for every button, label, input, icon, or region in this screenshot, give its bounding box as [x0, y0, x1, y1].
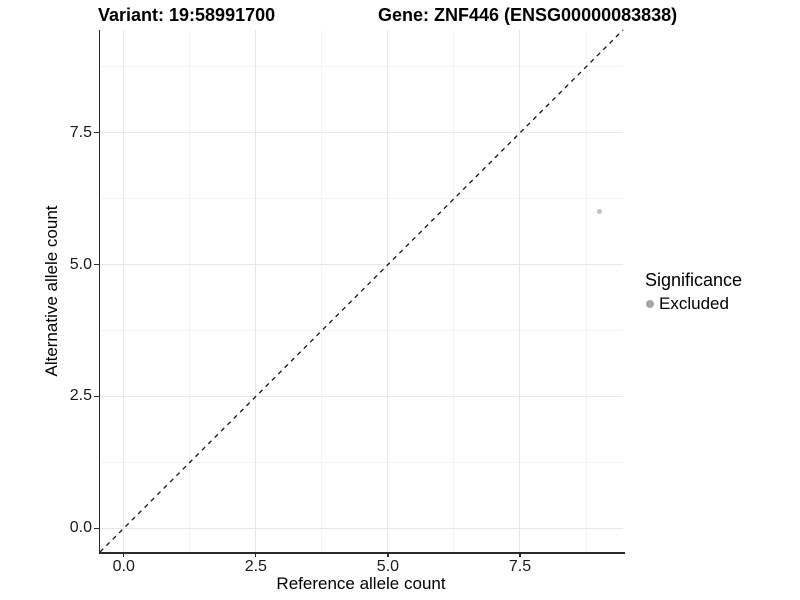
x-tick-label: 0.0 [112, 558, 135, 575]
x-tick-mark [255, 552, 257, 557]
y-tick-label: 2.5 [69, 387, 92, 405]
data-point [596, 209, 602, 215]
gridline-major-horizontal [100, 395, 623, 397]
plot-title: Variant: 19:58991700 Gene: ZNF446 (ENSG0… [0, 5, 800, 29]
y-tick-label: 5.0 [69, 255, 92, 273]
x-axis-line [98, 552, 625, 554]
x-tick-label: 2.5 [244, 558, 267, 575]
gridline-major-vertical [387, 30, 389, 552]
x-tick-label: 7.5 [508, 558, 532, 575]
gridline-minor-vertical [453, 30, 455, 552]
plot-title-gene: Gene: ZNF446 (ENSG00000083838) [378, 5, 678, 25]
gridline-minor-horizontal [100, 66, 623, 68]
legend-item: Excluded [645, 294, 742, 313]
gridline-minor-horizontal [100, 198, 623, 200]
gridline-minor-horizontal [100, 461, 623, 463]
gridline-major-vertical [519, 30, 521, 552]
plot-panel [99, 29, 624, 553]
x-tick-mark [519, 552, 521, 557]
plot-title-variant: Variant: 19:58991700 [98, 5, 276, 25]
x-tick-mark [123, 552, 125, 557]
x-axis-title: Reference allele count [276, 574, 446, 593]
gridline-minor-vertical [189, 30, 191, 552]
y-tick-label: 7.5 [69, 123, 92, 141]
y-tick-mark [94, 527, 99, 529]
x-tick-mark [387, 552, 389, 557]
gridline-major-horizontal [100, 264, 623, 266]
gridline-major-horizontal [100, 527, 623, 529]
y-axis-line [98, 30, 100, 554]
y-tick-mark [94, 264, 99, 266]
gridline-major-vertical [255, 30, 257, 552]
gridline-minor-horizontal [100, 330, 623, 332]
legend-key-dot-icon [646, 299, 654, 308]
identity-dashed-line [99, 29, 624, 553]
y-tick-label: 0.0 [69, 519, 92, 537]
y-tick-mark [94, 395, 99, 398]
legend: Significance Excluded [645, 270, 742, 313]
y-axis-title: Alternative allele count [42, 205, 61, 377]
x-tick-label: 5.0 [376, 558, 400, 575]
legend-title: Significance [645, 270, 743, 290]
gridline-minor-vertical [585, 30, 587, 552]
legend-item-label: Excluded [659, 294, 729, 313]
gridline-major-horizontal [100, 132, 623, 134]
gridline-major-vertical [123, 30, 125, 552]
gridline-minor-vertical [321, 30, 323, 552]
y-tick-mark [94, 132, 99, 134]
